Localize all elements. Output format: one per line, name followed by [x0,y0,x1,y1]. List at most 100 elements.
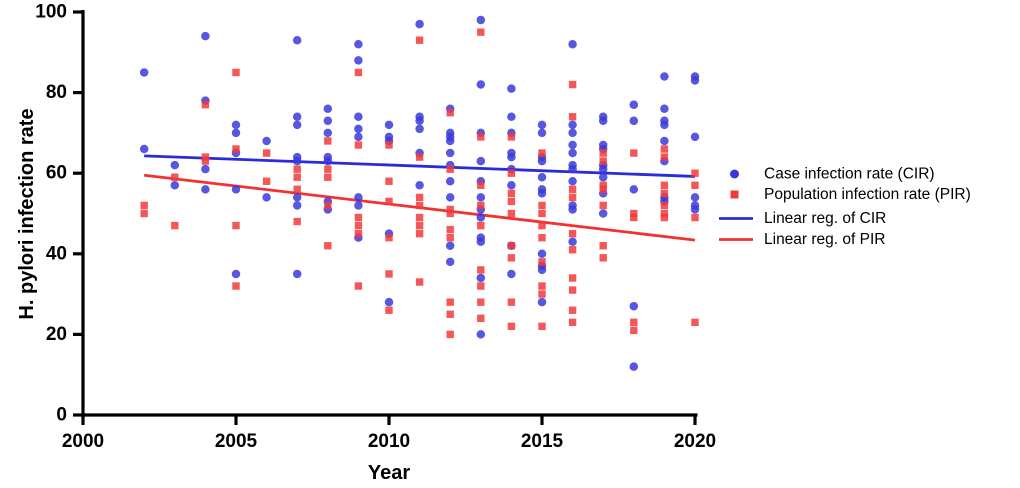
pir-point [446,233,454,242]
pir-point [630,326,638,335]
pir-point [354,229,363,238]
cir-point [476,273,486,283]
pir-point [599,185,607,194]
cir-point [139,144,149,154]
cir-point [537,172,547,182]
pir-point [232,145,240,153]
pir-point [568,113,577,121]
x-tick-label: 2005 [215,431,258,452]
pir-point [324,173,332,181]
cir-point [690,76,700,85]
y-tick-label: 40 [46,243,67,264]
pir-point [446,225,454,234]
y-tick-label: 80 [46,82,67,103]
pir-point [630,213,638,222]
cir-point [660,104,669,113]
pir-point [538,201,546,210]
pir-point [660,181,669,189]
pir-point [507,209,516,218]
pir-point [415,278,424,286]
pir-point [568,229,577,238]
pir-point [324,242,332,250]
pir-point [385,197,393,206]
pir-point [385,270,393,278]
cir-point [354,124,363,134]
pir-point [630,318,638,327]
cir-point [384,297,394,307]
pir-point [446,165,454,173]
cir-point [476,15,486,25]
y-tick-label: 20 [46,324,67,345]
pir-point [599,254,607,262]
pir-point [293,185,301,194]
cir-point [201,31,210,41]
cir-point [598,172,608,182]
cir-point [568,120,577,130]
pir-point [538,209,546,218]
pir-point [477,133,485,141]
pir-point [538,221,546,230]
pir-point [599,157,607,165]
pir-point [477,201,485,210]
cir-point [170,181,180,190]
pir-point [415,193,424,202]
cir-point [476,330,486,339]
cir-point [292,120,302,130]
cir-point [537,120,547,130]
pir-point [691,318,699,327]
cir-point [629,301,639,311]
pir-point [507,298,516,306]
pir-point [354,221,363,230]
pir-point [691,181,699,189]
pir-point [446,310,454,318]
cir-point [537,128,547,138]
pir-point [477,181,485,189]
cir-point [292,156,302,166]
cir-point [445,136,455,146]
cir-point [445,148,455,158]
cir-point [629,100,639,109]
cir-point [415,116,424,126]
cir-point [690,193,700,202]
pir-point [507,197,516,206]
pir-point [538,149,546,157]
cir-point [262,136,271,146]
pir-point [568,286,577,294]
pir-point [507,133,516,141]
cir-point [445,241,455,250]
pir-point [538,290,546,298]
cir-point [537,265,547,275]
pir-point [446,209,454,218]
pir-point [538,233,546,242]
cir-point [415,124,424,134]
cir-point [415,181,424,190]
pir-point [691,169,699,177]
pir-point [293,173,301,181]
pir-point [538,282,546,290]
y-axis-title: H. pylori infection rate [16,108,38,319]
cir-point [231,120,241,130]
pir-point [446,109,454,117]
cir-point [568,140,577,150]
pir-point [201,157,210,165]
cir-point [660,136,669,146]
x-tick-label: 2000 [62,431,104,452]
pir-point [477,282,485,290]
pir-point [232,68,240,77]
axes: 0 20 40 60 80 100 2000 2005 2010 2015 2020 [35,2,716,453]
x-axis-title: Year [368,462,410,484]
cir-point [598,116,608,126]
x-tick-label: 2020 [674,431,716,452]
pir-point [140,201,148,210]
cir-point [568,177,577,186]
cir-point [292,269,302,279]
pir-point [507,254,516,262]
cir-point [507,84,516,93]
cir-point [292,201,302,210]
pir-point [568,246,577,254]
cir-point [568,148,577,158]
pir-point [568,318,577,327]
pir-point [630,209,638,218]
cir-point [445,177,455,186]
